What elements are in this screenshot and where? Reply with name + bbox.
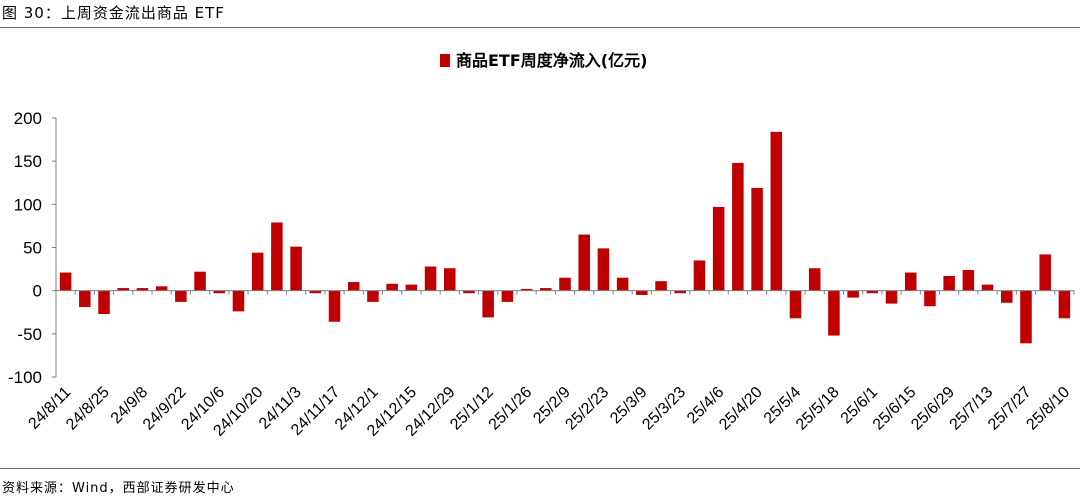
- bar: [194, 271, 206, 291]
- x-tick-label: 25/3/23: [639, 384, 689, 434]
- bar: [309, 290, 322, 294]
- bar: [1020, 290, 1032, 344]
- bar: [770, 131, 783, 291]
- bar: [463, 290, 475, 294]
- y-tick-label: 0: [33, 282, 42, 301]
- bar: [559, 277, 571, 291]
- bar-chart: 商品ETF周度净流入(亿元) -100 -50 0 50 100 150 200 24/8/…: [8, 51, 1075, 440]
- x-tick-label: 25/2/23: [562, 384, 612, 434]
- bar: [251, 252, 264, 291]
- bar: [962, 269, 975, 291]
- figure-title: 图 30：上周资金流出商品 ETF: [2, 4, 225, 22]
- x-tick-label: 24/8/25: [63, 384, 113, 434]
- source-note: 资料来源：Wind，西部证券研发中心: [2, 481, 235, 496]
- bar: [751, 187, 763, 291]
- bar: [885, 290, 898, 304]
- bar: [271, 222, 283, 291]
- bar: [501, 290, 514, 302]
- bar: [328, 290, 341, 322]
- bar: [712, 206, 725, 291]
- bar: [405, 284, 418, 291]
- bar: [290, 246, 302, 291]
- bar: [213, 290, 226, 294]
- legend-label: 商品ETF周度净流入(亿元): [456, 51, 647, 70]
- bar: [847, 290, 859, 298]
- x-tick-label: 25/8/10: [1023, 384, 1073, 434]
- bar: [578, 234, 590, 291]
- legend-swatch: [440, 54, 450, 67]
- bar: [636, 290, 648, 295]
- bar: [1058, 290, 1071, 319]
- bar: [655, 281, 667, 291]
- legend: 商品ETF周度净流入(亿元): [440, 51, 647, 70]
- bar: [136, 288, 149, 291]
- y-tick-label: -50: [17, 325, 42, 344]
- bar: [943, 275, 955, 291]
- bar: [1001, 290, 1013, 303]
- bars-group: [59, 131, 1071, 344]
- bar: [386, 283, 398, 291]
- bar: [597, 248, 610, 291]
- bar: [59, 272, 72, 291]
- y-tick-label: -100: [8, 368, 42, 387]
- y-tick-label: 200: [14, 109, 42, 128]
- bar: [98, 290, 110, 314]
- y-axis: -100 -50 0 50 100 150 200: [8, 109, 57, 387]
- bar: [904, 272, 917, 291]
- bar: [1039, 254, 1051, 291]
- bar: [693, 260, 706, 291]
- bar: [175, 290, 187, 302]
- bar: [828, 290, 840, 336]
- x-tick-labels: 24/8/1124/8/2524/9/824/9/2224/10/624/10/…: [25, 384, 1073, 440]
- bar: [347, 282, 360, 291]
- top-divider: [0, 27, 1080, 28]
- bar: [155, 286, 168, 291]
- y-tick-label: 150: [14, 152, 42, 171]
- bar: [924, 290, 936, 307]
- bar: [482, 290, 494, 318]
- bar: [808, 268, 821, 291]
- bar: [443, 268, 456, 291]
- bar: [789, 290, 802, 319]
- bar: [367, 290, 379, 302]
- bar: [520, 288, 533, 291]
- x-tick-label: 25/1/26: [486, 384, 536, 434]
- x-tick-label: 25/5/18: [793, 384, 843, 434]
- bar: [732, 162, 744, 291]
- bar: [232, 290, 245, 312]
- bar: [79, 290, 91, 308]
- bar: [424, 266, 437, 291]
- bar: [540, 288, 552, 291]
- bottom-divider: [0, 468, 1080, 469]
- bar: [117, 288, 129, 291]
- bar: [981, 284, 994, 291]
- x-tick-label: 25/4/20: [716, 384, 766, 434]
- y-tick-label: 50: [23, 239, 42, 258]
- x-axis: [55, 290, 1075, 295]
- bar: [866, 290, 879, 294]
- bar: [616, 277, 629, 291]
- y-tick-label: 100: [14, 195, 42, 214]
- bar: [674, 290, 687, 294]
